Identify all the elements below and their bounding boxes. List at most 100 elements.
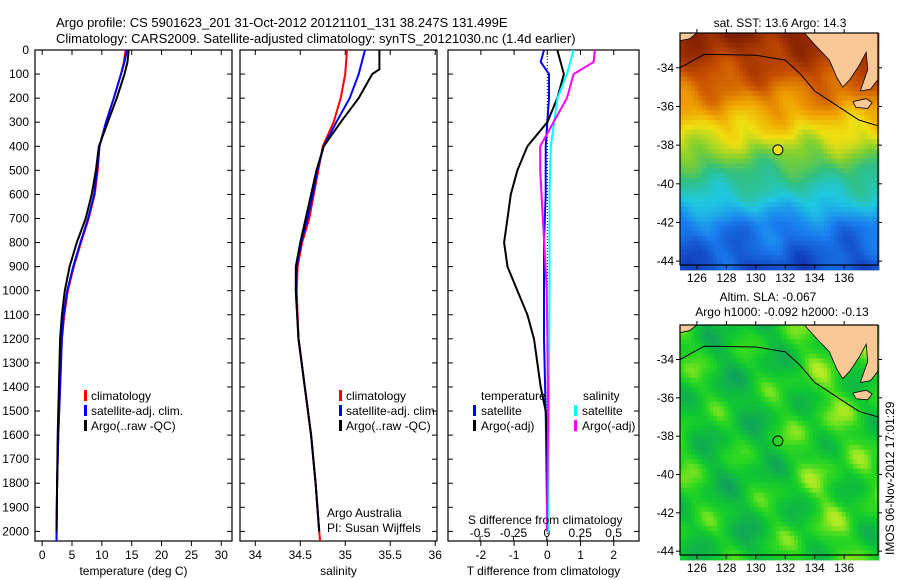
map-cell	[786, 245, 791, 252]
map-cell	[845, 444, 850, 451]
map-cell	[749, 86, 755, 92]
map-cell	[738, 144, 744, 150]
map-cell	[783, 382, 788, 388]
map-cell	[812, 435, 817, 441]
map-cell	[797, 245, 803, 252]
map-cell	[819, 105, 825, 111]
map-cell	[731, 382, 736, 388]
map-cell	[827, 62, 832, 68]
map-cell	[724, 115, 729, 121]
map-cell	[794, 134, 799, 140]
map-cell	[694, 497, 699, 503]
map-cell	[779, 124, 784, 131]
map-cell	[794, 449, 799, 455]
map-cell	[779, 129, 784, 136]
map-cell	[757, 377, 762, 384]
map-cell	[753, 182, 758, 189]
map-cell	[764, 344, 769, 350]
map-cell	[698, 211, 703, 218]
map-cell	[845, 497, 850, 503]
map-cell	[875, 487, 880, 494]
map-cell	[783, 124, 788, 131]
map-cell	[794, 62, 799, 68]
map-cell	[727, 478, 733, 484]
map-cell	[735, 492, 740, 499]
map-cell	[709, 216, 714, 223]
map-cell	[724, 207, 729, 213]
map-cell	[805, 178, 810, 184]
map-cell	[683, 265, 688, 271]
map-cell	[845, 221, 850, 227]
map-cell	[801, 129, 806, 136]
map-cell	[694, 192, 699, 198]
map-cell	[691, 353, 696, 360]
map-cell	[812, 473, 817, 479]
y-tick-label: 1300	[2, 356, 29, 370]
map-cell	[731, 134, 736, 140]
map-cell	[702, 158, 707, 165]
map-cell	[702, 52, 707, 58]
map-cell	[735, 265, 740, 271]
map-cell	[856, 139, 861, 145]
map-cell	[790, 392, 795, 398]
map-cell	[768, 250, 773, 256]
map-cell	[761, 440, 766, 446]
map-cell	[786, 100, 791, 107]
map-cell	[716, 182, 722, 189]
map-cell	[680, 353, 685, 360]
map-cell	[705, 416, 711, 422]
map-cell	[757, 454, 762, 460]
map-cell	[702, 197, 707, 203]
map-cell	[797, 207, 803, 213]
map-cell	[738, 134, 744, 140]
map-cell	[680, 392, 685, 398]
map-cell	[680, 207, 685, 213]
map-cell	[838, 168, 843, 174]
map-cell	[864, 144, 869, 150]
map-cell	[808, 149, 814, 155]
map-cell	[845, 440, 850, 446]
map-cell	[735, 240, 740, 247]
map-cell	[727, 129, 733, 136]
map-cell	[830, 435, 836, 441]
map-cell	[687, 473, 692, 479]
map-cell	[786, 124, 791, 131]
map-cell	[768, 47, 773, 53]
map-cell	[768, 265, 773, 271]
map-cell	[841, 401, 847, 408]
map-cell	[860, 95, 865, 102]
map-cell	[698, 377, 703, 384]
map-cell	[808, 47, 814, 53]
map-cell	[875, 396, 880, 403]
map-cell	[738, 368, 744, 374]
map-cell	[786, 265, 791, 271]
map-cell	[742, 363, 747, 369]
map-cell	[867, 226, 872, 232]
map-cell	[786, 492, 791, 499]
map-cell	[786, 240, 791, 247]
map-cell	[808, 202, 814, 208]
map-cell	[819, 411, 825, 417]
map-cell	[867, 473, 872, 479]
legend-heading-salinity: salinity	[583, 389, 620, 403]
map-cell	[838, 382, 843, 388]
map-cell	[801, 153, 806, 160]
map-cell	[864, 168, 869, 174]
map-cell	[724, 76, 729, 82]
map-cell	[738, 411, 744, 417]
map-cell	[794, 401, 799, 408]
map-cell	[680, 435, 685, 441]
map-cell	[731, 47, 736, 53]
map-cell	[812, 57, 817, 63]
map-cell	[724, 459, 729, 465]
map-cell	[801, 52, 806, 58]
map-cell	[749, 173, 755, 179]
map-cell	[812, 339, 817, 345]
map-cell	[772, 71, 777, 78]
map-cell	[709, 265, 714, 271]
map-cell	[683, 95, 688, 102]
map-cell	[735, 416, 740, 422]
map-cell	[764, 334, 769, 340]
map-cell	[702, 492, 707, 499]
map-cell	[691, 129, 696, 136]
